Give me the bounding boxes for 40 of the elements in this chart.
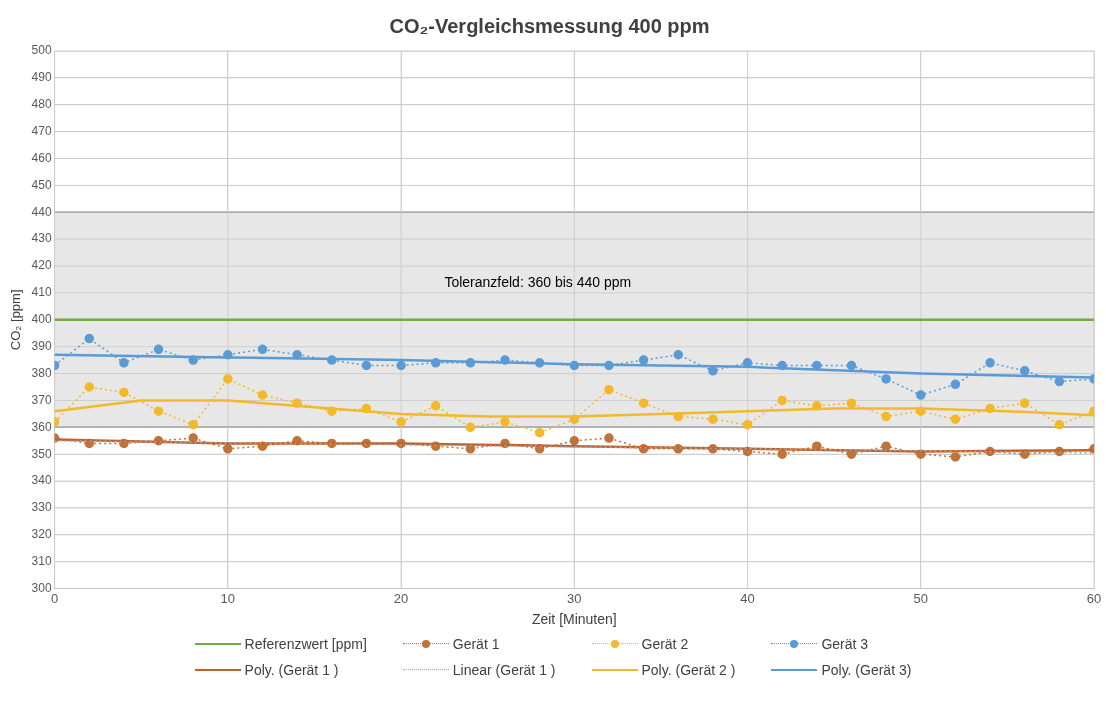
x-tick-label: 30 — [567, 590, 582, 606]
y-tick-label: 320 — [31, 527, 52, 542]
y-tick-label: 350 — [31, 446, 52, 461]
band-label: Toleranzfeld: 360 bis 440 ppm — [444, 274, 632, 291]
legend-label: Poly. (Gerät 1 ) — [244, 662, 339, 678]
y-tick-label: 460 — [31, 150, 52, 165]
legend-label: Gerät 3 — [821, 636, 869, 652]
y-tick-label: 450 — [31, 177, 52, 192]
x-tick-label: 50 — [913, 590, 928, 606]
y-tick-label: 360 — [31, 419, 52, 434]
y-tick-label: 370 — [31, 392, 52, 407]
x-axis-title: Zeit [Minuten] — [531, 611, 617, 628]
x-tick-label: 0 — [51, 590, 59, 606]
y-tick-label: 480 — [31, 97, 52, 112]
y-axis-title: CO₂ [ppm] — [8, 289, 24, 351]
legend-label: Gerät 2 — [641, 636, 689, 652]
x-tick-label: 40 — [740, 590, 755, 606]
y-tick-label: 410 — [31, 285, 52, 300]
y-tick-label: 500 — [31, 43, 52, 58]
legend-label: Poly. (Gerät 3) — [821, 662, 912, 678]
y-tick-label: 490 — [31, 70, 52, 85]
y-tick-label: 430 — [31, 231, 52, 246]
x-tick-label: 10 — [220, 590, 236, 606]
legend-label: Gerät 1 — [452, 636, 500, 652]
legend-label: Linear (Gerät 1 ) — [452, 662, 556, 678]
y-tick-label: 470 — [31, 123, 52, 138]
legend-label: Referenzwert [ppm] — [244, 636, 367, 652]
y-tick-label: 310 — [31, 554, 52, 569]
y-tick-label: 390 — [31, 338, 52, 353]
y-tick-label: 300 — [31, 580, 52, 595]
y-tick-label: 340 — [31, 473, 52, 488]
y-tick-label: 440 — [31, 204, 52, 219]
y-tick-label: 420 — [31, 258, 52, 273]
y-tick-label: 330 — [31, 500, 52, 515]
x-tick-label: 20 — [393, 590, 409, 606]
x-tick-label: 60 — [1086, 590, 1102, 606]
legend-label: Poly. (Gerät 2 ) — [641, 662, 736, 678]
y-tick-label: 380 — [31, 365, 52, 380]
chart-title: CO₂-Vergleichsmessung 400 ppm — [389, 14, 710, 37]
y-tick-label: 400 — [31, 312, 52, 327]
